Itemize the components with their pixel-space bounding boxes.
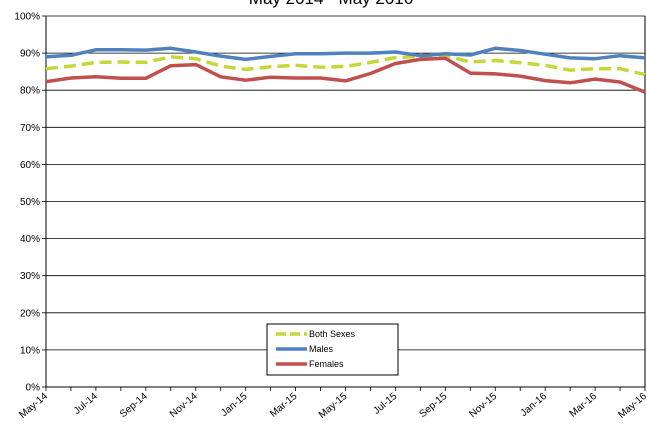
y-tick-label: 80% [20,86,40,97]
x-tick-label: Jan-15 [219,391,250,419]
x-tick-label: May-15 [317,391,350,421]
x-tick-label: Sep-14 [118,391,150,420]
x-tick-label: May-14 [17,391,50,421]
legend-label: Males [309,344,334,354]
chart-title: May 2014 - May 2016 [249,0,413,8]
x-tick-label: May-16 [616,391,647,421]
y-tick-label: 0% [26,383,41,394]
y-tick-label: 60% [20,160,40,171]
x-tick-label: Nov-14 [168,391,200,420]
y-tick-label: 70% [20,123,40,134]
series-line-males [45,46,646,62]
legend: Both Sexes Males Females [266,323,399,376]
y-tick-label: 20% [20,308,40,319]
y-tick-label: 100% [14,12,40,23]
series-lines [45,46,646,94]
x-tick-label: Sep-15 [417,391,449,420]
legend-label: Females [309,359,344,369]
x-tick-label: Jul-15 [371,391,399,417]
y-tick-label: 90% [20,49,40,60]
y-tick-label: 40% [20,234,40,245]
series-line-females [45,56,646,94]
x-tick-label: Nov-15 [467,391,499,420]
y-tick-label: 30% [20,271,40,282]
x-tick-label: Mar-16 [568,391,600,420]
y-tick-label: 10% [20,345,40,356]
legend-label: Both Sexes [309,329,356,339]
y-tick-label: 50% [20,197,40,208]
series-line-both-sexes [45,53,646,77]
x-tick-label: Mar-15 [268,391,300,420]
x-tick-label: Jan-16 [519,391,550,419]
x-tick-label: Jul-14 [72,391,100,417]
